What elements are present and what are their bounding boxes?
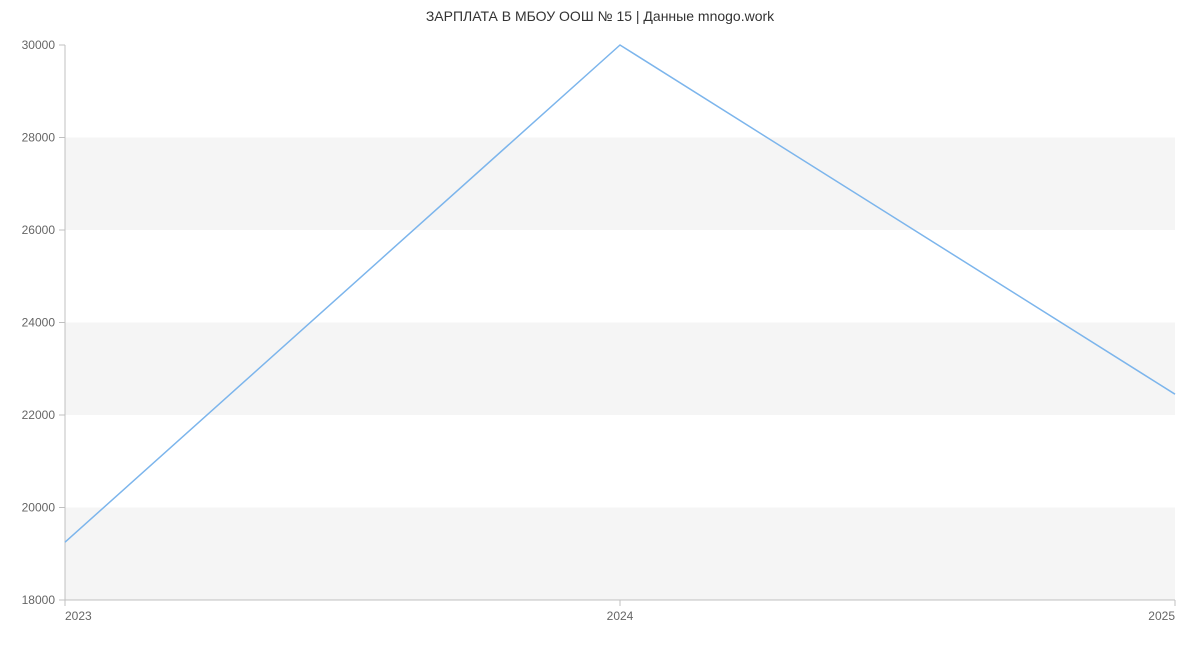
grid-band	[65, 138, 1175, 231]
salary-line-chart: ЗАРПЛАТА В МБОУ ООШ № 15 | Данные mnogo.…	[0, 0, 1200, 650]
y-tick-label: 22000	[22, 408, 56, 422]
chart-title: ЗАРПЛАТА В МБОУ ООШ № 15 | Данные mnogo.…	[0, 8, 1200, 24]
x-tick-label: 2024	[607, 609, 634, 623]
y-tick-label: 26000	[22, 223, 56, 237]
x-tick-label: 2023	[65, 609, 92, 623]
y-tick-label: 18000	[22, 593, 56, 607]
y-tick-label: 30000	[22, 38, 56, 52]
y-tick-label: 28000	[22, 131, 56, 145]
y-tick-label: 20000	[22, 501, 56, 515]
grid-band	[65, 45, 1175, 138]
grid-band	[65, 230, 1175, 323]
grid-band	[65, 508, 1175, 601]
grid-band	[65, 415, 1175, 508]
chart-svg: 18000 20000 22000 24000 26000 28000 30000 2023 2…	[0, 0, 1200, 650]
y-tick-label: 24000	[22, 316, 56, 330]
grid-band	[65, 323, 1175, 416]
x-tick-label: 2025	[1148, 609, 1175, 623]
